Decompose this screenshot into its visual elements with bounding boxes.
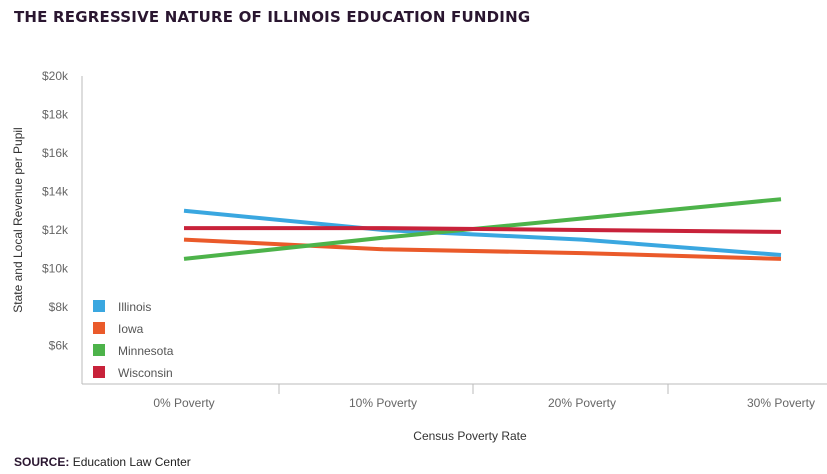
y-tick-label: $20k (42, 69, 69, 83)
source-label: SOURCE: (14, 455, 70, 469)
legend-swatch-wisconsin (93, 366, 105, 378)
legend-swatch-minnesota (93, 344, 105, 356)
source-note: SOURCE: Education Law Center (14, 455, 191, 469)
series-line-wisconsin (184, 226, 782, 234)
series-line-illinois (183, 208, 782, 258)
legend-label-iowa: Iowa (118, 322, 144, 336)
series-lines (183, 197, 782, 261)
source-text: Education Law Center (72, 455, 191, 469)
x-axis-title: Census Poverty Rate (413, 429, 527, 443)
y-tick-label: $14k (42, 185, 69, 199)
chart-title: THE REGRESSIVE NATURE OF ILLINOIS EDUCAT… (14, 8, 531, 26)
legend-label-illinois: Illinois (118, 300, 151, 314)
legend-swatch-illinois (93, 300, 105, 312)
y-tick-label: $6k (49, 339, 69, 353)
x-tick-label: 0% Poverty (153, 396, 214, 410)
legend-label-minnesota: Minnesota (118, 344, 174, 358)
legend-swatch-iowa (93, 322, 105, 334)
x-axis-ticks: 0% Poverty 10% Poverty 20% Poverty 30% Pove… (153, 384, 815, 410)
y-tick-label: $18k (42, 108, 69, 122)
x-tick-label: 30% Poverty (747, 396, 815, 410)
x-tick-label: 10% Poverty (349, 396, 417, 410)
series-line-iowa (183, 237, 782, 261)
legend-label-wisconsin: Wisconsin (118, 366, 173, 380)
y-tick-label: $16k (42, 146, 69, 160)
y-axis-title: State and Local Revenue per Pupil (11, 127, 25, 312)
axes (81, 76, 827, 385)
y-tick-label: $8k (49, 300, 69, 314)
y-axis-ticks: $20k $18k $16k $14k $12k $10k $8k $6k (42, 69, 69, 353)
x-tick-label: 20% Poverty (548, 396, 616, 410)
y-tick-label: $10k (42, 262, 69, 276)
y-tick-label: $12k (42, 223, 69, 237)
legend: Illinois Iowa Minnesota Wisconsin (93, 300, 174, 380)
